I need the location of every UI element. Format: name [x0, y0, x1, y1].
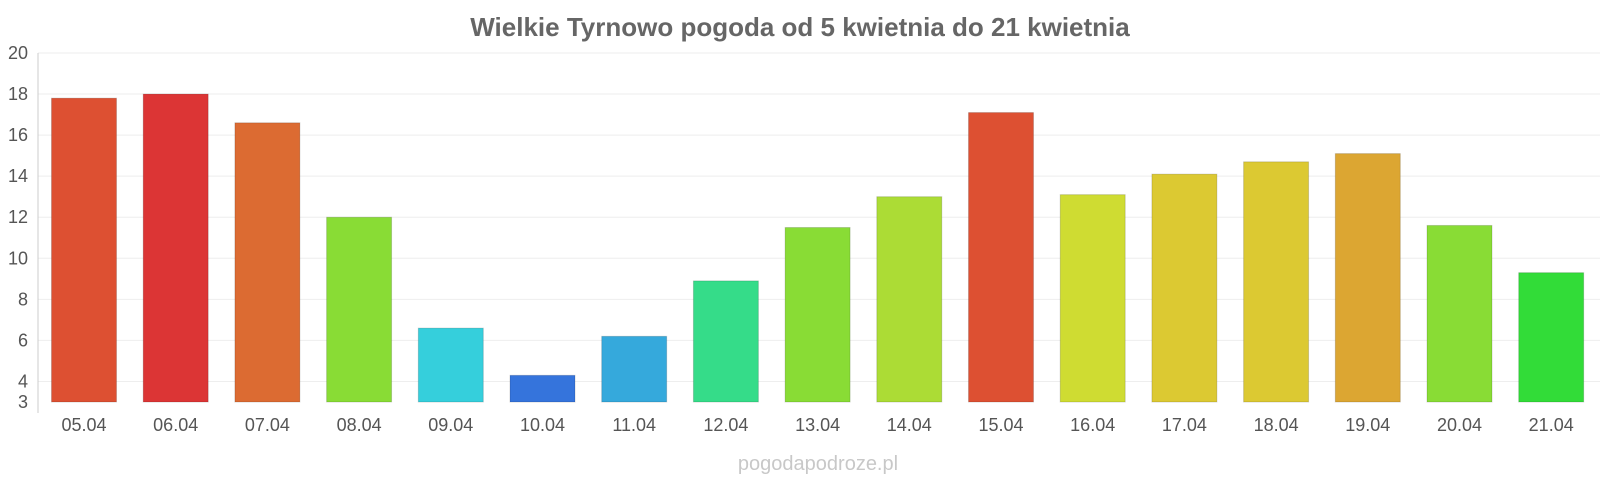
x-tick-label: 19.04: [1345, 415, 1390, 435]
x-tick-label: 14.04: [887, 415, 932, 435]
watermark: pogodapodroze.pl: [738, 453, 898, 475]
x-tick-label: 07.04: [245, 415, 290, 435]
chart-title: Wielkie Tyrnowo pogoda od 5 kwietnia do …: [470, 12, 1130, 42]
x-tick-label: 05.04: [61, 415, 106, 435]
y-tick-label: 12: [8, 207, 28, 227]
bar-06.04: [142, 93, 209, 403]
x-tick-label: 21.04: [1529, 415, 1574, 435]
y-tick-label: 10: [8, 248, 28, 268]
bar-12.04: [692, 280, 759, 403]
bar-18.04: [1243, 161, 1310, 403]
bar-10.04: [509, 374, 576, 403]
bar-20.04: [1426, 224, 1493, 403]
x-tick-label: 18.04: [1254, 415, 1299, 435]
bar-16.04: [1059, 194, 1126, 403]
y-tick-label: 3: [18, 392, 28, 412]
bar-21.04: [1518, 272, 1585, 403]
bar-15.04: [968, 112, 1034, 403]
x-tick-label: 16.04: [1070, 415, 1115, 435]
bar-17.04: [1151, 173, 1218, 403]
y-tick-label: 6: [18, 330, 28, 350]
y-tick-label: 8: [18, 289, 28, 309]
y-tick-label: 14: [8, 166, 28, 186]
y-tick-label: 16: [8, 125, 28, 145]
x-tick-label: 08.04: [337, 415, 382, 435]
x-tick-label: 12.04: [703, 415, 748, 435]
x-tick-label: 06.04: [153, 415, 198, 435]
x-tick-label: 13.04: [795, 415, 840, 435]
y-tick-label: 4: [18, 371, 28, 391]
bar-14.04: [876, 196, 943, 403]
x-tick-label: 17.04: [1162, 415, 1207, 435]
bar-11.04: [601, 335, 668, 403]
x-tick-label: 20.04: [1437, 415, 1482, 435]
x-tick-label: 11.04: [612, 415, 656, 435]
bar-05.04: [51, 97, 117, 403]
y-tick-label: 18: [8, 84, 28, 104]
bar-13.04: [784, 227, 851, 403]
y-tick-label: 20: [8, 43, 28, 63]
y-axis-ticks: 34 6 8 10 12 14 16 18 20: [8, 43, 28, 412]
bar-09.04: [417, 327, 484, 403]
x-tick-label: 10.04: [520, 415, 565, 435]
x-tick-label: 15.04: [978, 415, 1023, 435]
bars: [51, 93, 1585, 403]
x-tick-label: 09.04: [428, 415, 473, 435]
x-axis-ticks: 05.04 06.04 07.04 08.04 09.04 10.04 11.04 12.04…: [61, 415, 1573, 435]
bar-19.04: [1334, 153, 1401, 403]
bar-07.04: [234, 122, 301, 403]
bar-08.04: [326, 216, 393, 403]
